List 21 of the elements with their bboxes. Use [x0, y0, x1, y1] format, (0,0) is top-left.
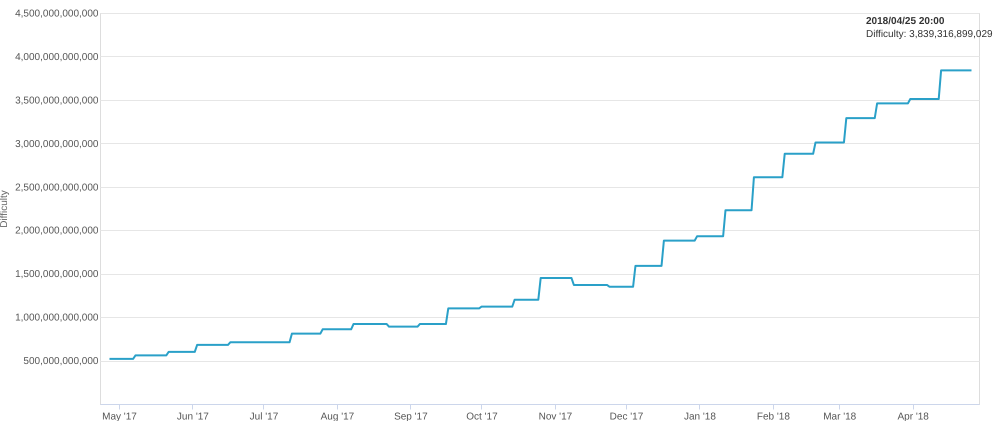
y-tick-label: 1,500,000,000,000	[15, 269, 99, 280]
x-tick-label: Jul '17	[250, 412, 279, 421]
x-tick-label: Oct '17	[466, 412, 498, 421]
y-tick-label: 3,500,000,000,000	[15, 95, 99, 106]
x-tick-label: Jan '18	[684, 412, 716, 421]
y-tick-label: 2,000,000,000,000	[15, 226, 99, 237]
annotation: Difficulty: 3,839,316,899,029	[866, 29, 994, 40]
line-series	[108, 69, 972, 360]
y-tick-label: 500,000,000,000	[23, 356, 99, 368]
x-tick-label: Mar '18	[823, 412, 857, 421]
x-tick-label: Jun '17	[176, 412, 210, 421]
annotation: 2018/04/25 20:00	[866, 16, 945, 27]
y-tick-label: 3,000,000,000,000	[15, 138, 99, 150]
y-tick-label: 4,500,000,000,000	[15, 8, 99, 20]
x-tick-label: Feb '18	[756, 412, 790, 421]
y-axis-title: Difficulty	[0, 190, 10, 228]
y-tick-label: 1,000,000,000,000	[15, 312, 99, 324]
y-tick-label: 4,000,000,000,000	[15, 52, 99, 63]
y-tick-label: 2,500,000,000,000	[15, 182, 99, 194]
x-tick-label: Nov '17	[538, 412, 573, 421]
x-tick-label: Dec '17	[610, 412, 644, 421]
